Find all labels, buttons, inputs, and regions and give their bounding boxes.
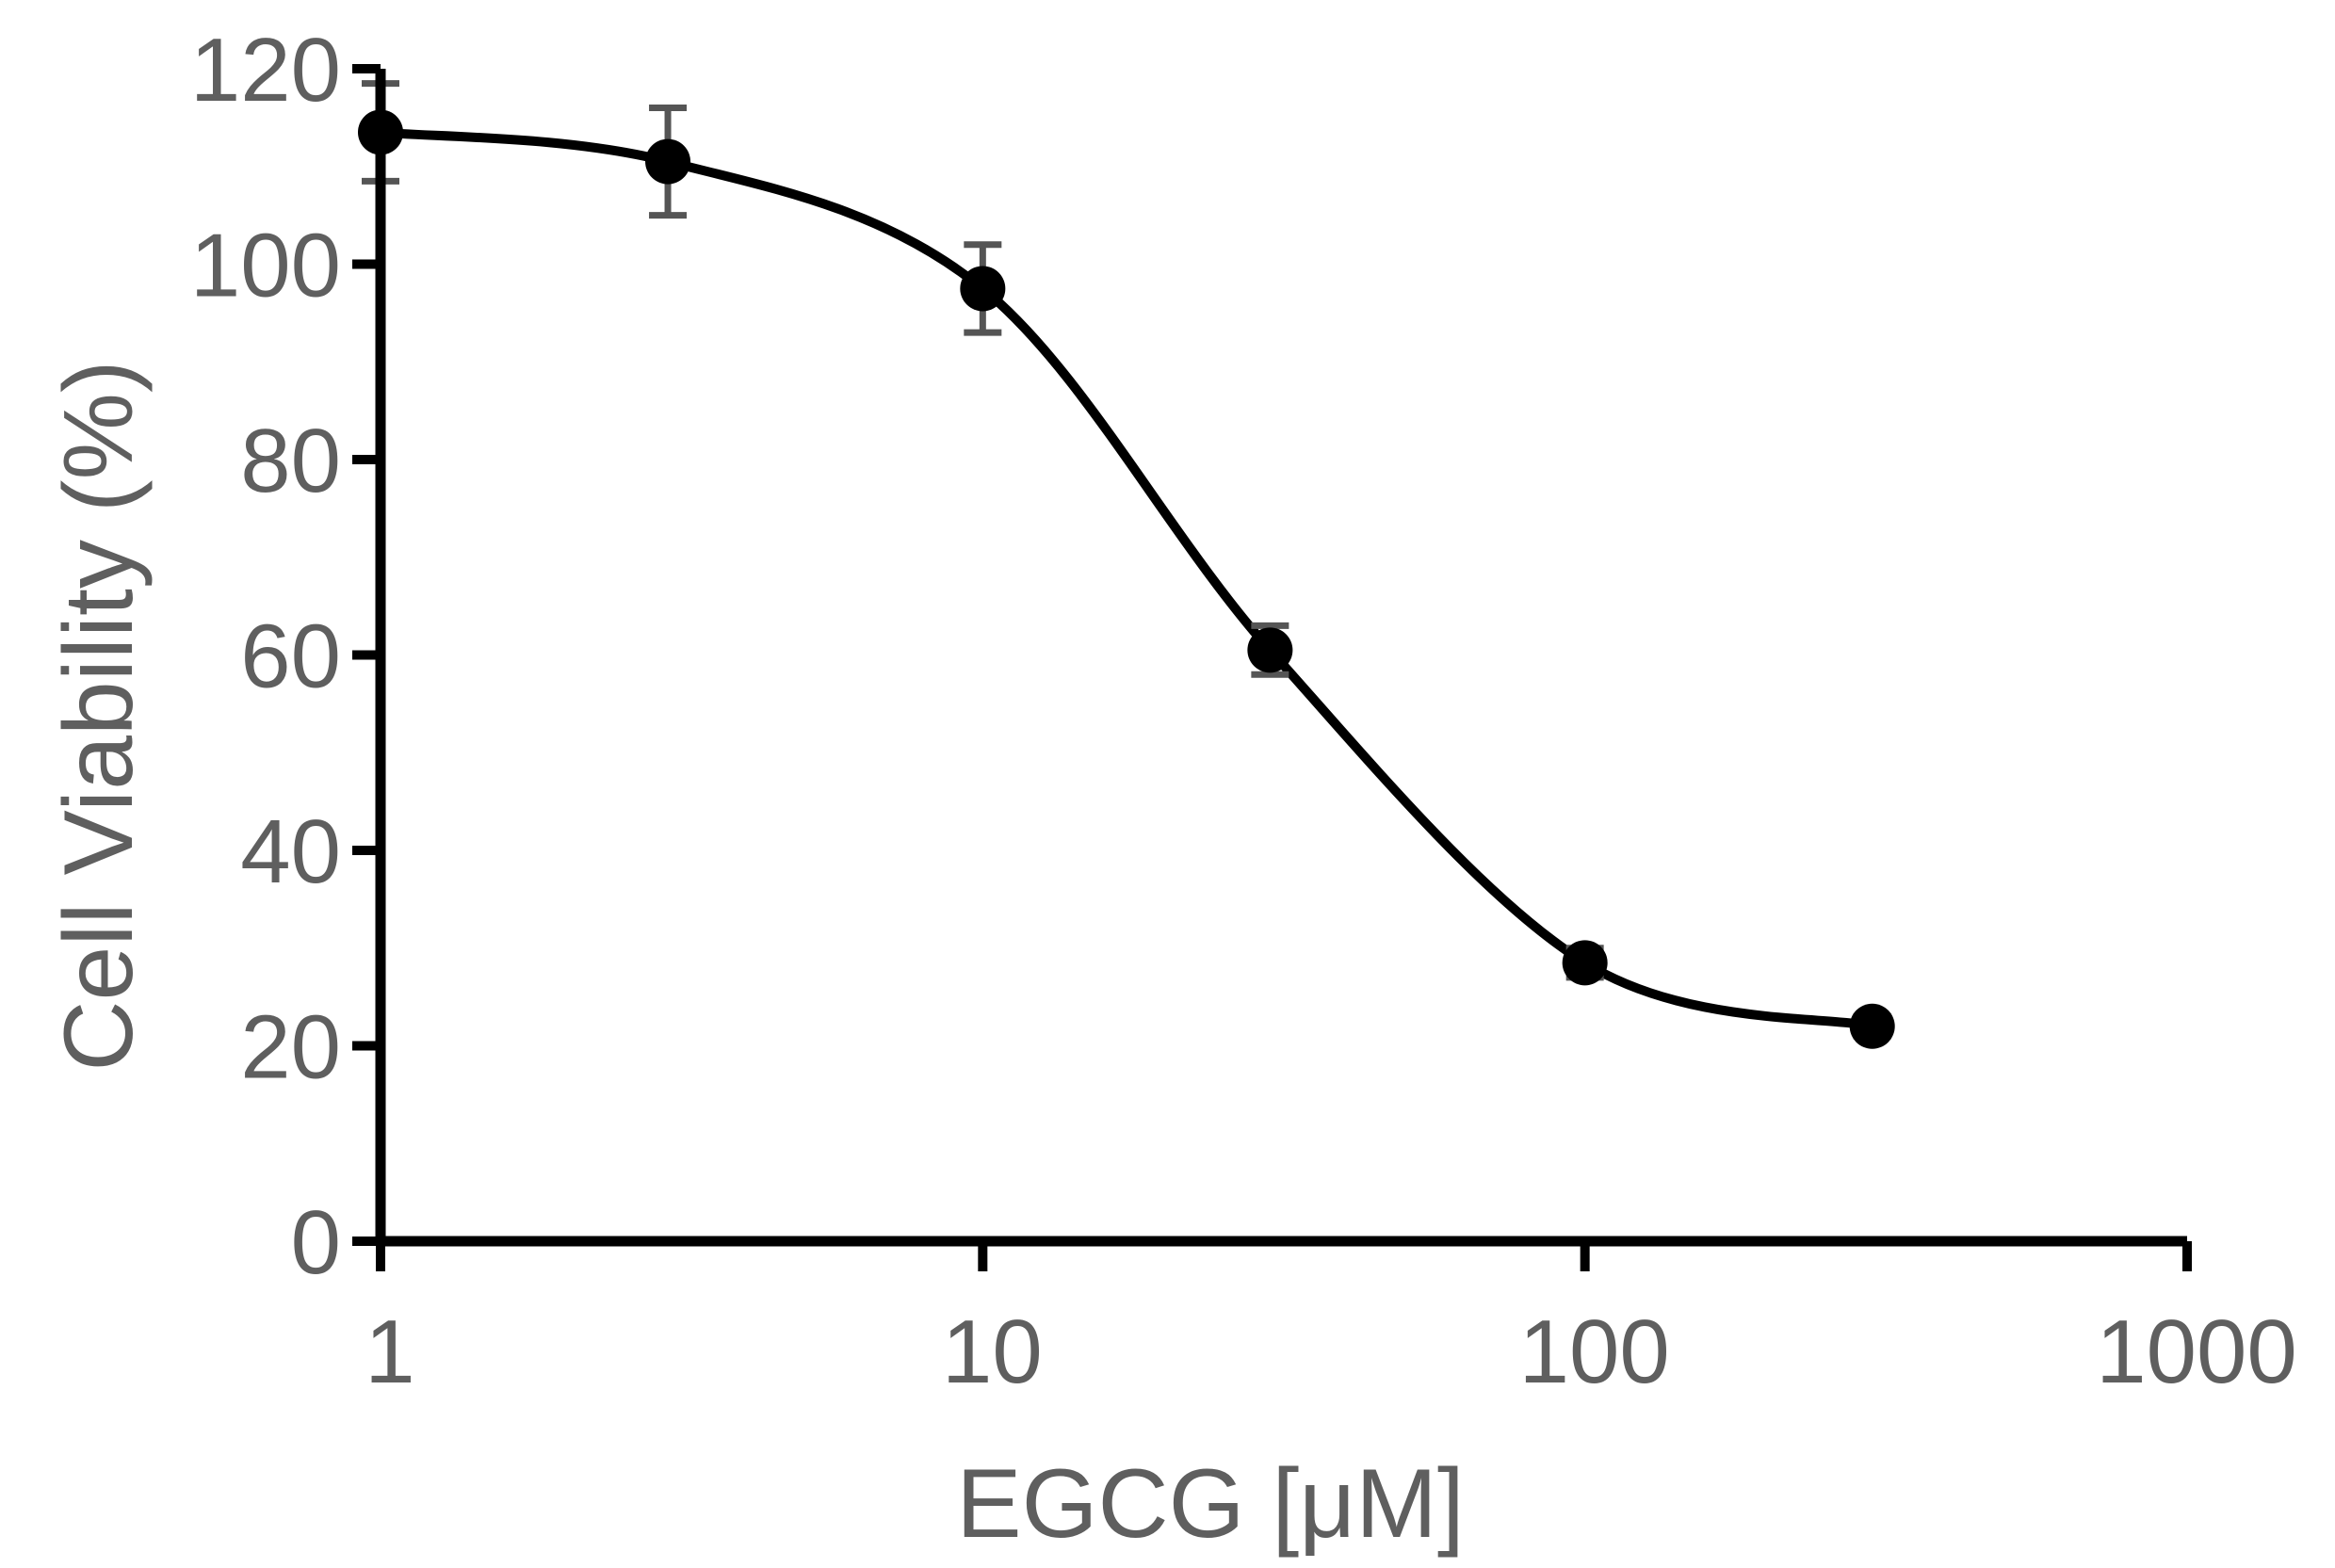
x-tick-label: 1 bbox=[365, 1301, 414, 1402]
y-tick-label: 20 bbox=[240, 997, 341, 1098]
data-point bbox=[645, 138, 691, 185]
y-tick-label: 80 bbox=[240, 411, 341, 511]
y-axis-title: Cell Viability (%) bbox=[44, 360, 154, 1071]
x-tick-label: 100 bbox=[1519, 1301, 1670, 1402]
x-tick-label: 1000 bbox=[2096, 1301, 2297, 1402]
y-tick-label: 100 bbox=[190, 216, 341, 316]
error-bars-layer bbox=[362, 80, 1891, 1040]
y-tick-label: 120 bbox=[190, 20, 341, 121]
fit-curve bbox=[376, 127, 1877, 1031]
y-tick-label: 60 bbox=[240, 606, 341, 707]
data-point bbox=[1247, 627, 1293, 673]
y-tick-label: 0 bbox=[291, 1192, 341, 1293]
x-axis-title: EGCG [μM] bbox=[956, 1449, 1465, 1559]
data-point bbox=[1562, 940, 1608, 986]
data-point bbox=[960, 266, 1006, 312]
y-tick-label: 40 bbox=[240, 801, 341, 902]
data-points-layer bbox=[358, 109, 1895, 1049]
x-tick-label: 10 bbox=[942, 1301, 1043, 1402]
data-point bbox=[1849, 1003, 1895, 1049]
fit-curve-layer bbox=[376, 127, 1877, 1031]
